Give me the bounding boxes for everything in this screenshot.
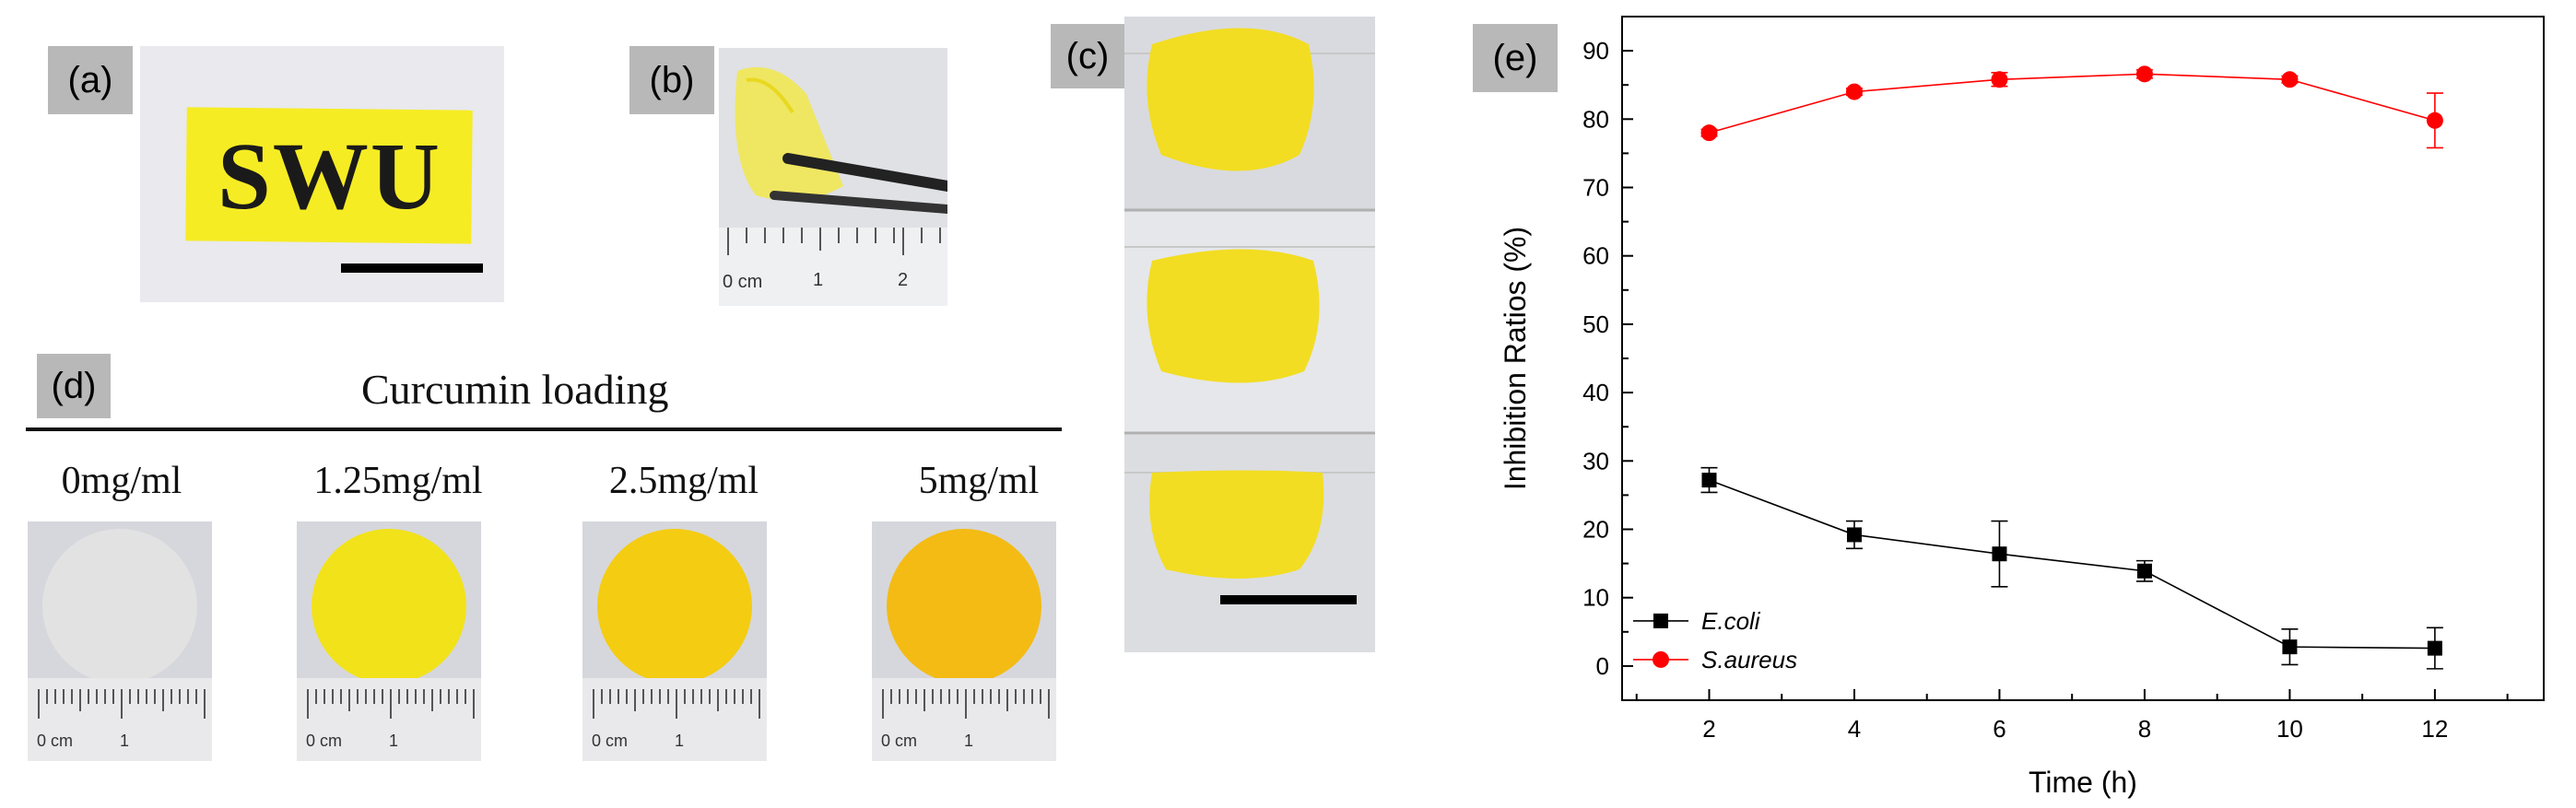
scale-bar-c <box>1220 595 1357 604</box>
ruler-label-0: 0 cm <box>881 732 917 750</box>
sample-photo: 0 cm 1 <box>297 521 481 761</box>
panel-a-label: (a) <box>48 46 133 114</box>
ruler-label-1: 1 <box>813 270 823 290</box>
y-tick-label: 90 <box>1582 37 1609 64</box>
swu-stamp-text: SWU <box>218 123 441 229</box>
y-tick-label: 70 <box>1582 174 1609 202</box>
ruler-label-2: 2 <box>898 270 908 290</box>
sample-conc-label: 0mg/ml <box>61 460 182 502</box>
panel-b-label: (b) <box>629 46 714 114</box>
data-point <box>1701 473 1717 488</box>
ruler-label-0: 0 cm <box>37 732 73 750</box>
sample-conc-label: 2.5mg/ml <box>608 460 759 502</box>
ruler-label-1: 1 <box>675 732 684 750</box>
data-point <box>2281 71 2299 88</box>
panel-c-label: (c) <box>1051 24 1124 88</box>
data-point <box>2426 111 2443 129</box>
data-point <box>2136 563 2152 579</box>
ruler-label-0: 0 cm <box>723 272 762 292</box>
data-point <box>1991 71 2008 88</box>
sample-photo: 0 cm 1 <box>28 521 212 761</box>
data-point <box>2282 639 2298 655</box>
data-point <box>1700 124 1718 142</box>
y-tick-label: 40 <box>1582 379 1609 406</box>
data-point <box>1845 83 1863 100</box>
data-point <box>1846 527 1862 543</box>
y-tick-label: 0 <box>1596 652 1609 680</box>
ruler-label-1: 1 <box>964 732 973 750</box>
panel-b-scene: 0 cm 1 2 <box>719 66 947 306</box>
scale-bar <box>341 263 483 273</box>
panel-a-photo: SWU <box>140 46 504 302</box>
series-line <box>1709 479 2435 650</box>
sample-photo: 0 cm 1 <box>582 521 767 761</box>
inhibition-chart: 0 10 20 30 40 50 60 70 80 90 2 4 6 8 10 12 Time (h) Inhib… <box>1499 16 2545 799</box>
panel-e-label: (e) <box>1473 24 1558 92</box>
data-point <box>2427 640 2442 656</box>
title-underline <box>26 427 1062 431</box>
series-line <box>1709 73 2436 134</box>
ruler-label-0: 0 cm <box>592 732 628 750</box>
y-tick-label: 10 <box>1582 584 1609 612</box>
ruler-label-1: 1 <box>389 732 398 750</box>
x-tick-label: 4 <box>1848 715 1861 743</box>
sample-conc-label: 1.25mg/ml <box>313 460 483 502</box>
legend-marker <box>1653 613 1668 628</box>
x-axis-title: Time (h) <box>2029 766 2137 799</box>
y-tick-label: 60 <box>1582 242 1609 270</box>
x-tick-label: 12 <box>2421 715 2448 743</box>
panel-c-scene <box>1124 17 1375 652</box>
x-tick-label: 6 <box>1993 715 2006 743</box>
y-axis-title: Inhibition Ratios (%) <box>1499 227 1532 490</box>
legend-marker <box>1653 650 1669 668</box>
curcumin-title: Curcumin loading <box>361 366 669 413</box>
panel-b-photo: 0 cm 1 2 <box>719 48 947 306</box>
sample-photo: 0 cm 1 <box>872 521 1056 761</box>
sample-conc-label: 5mg/ml <box>918 460 1040 502</box>
x-tick-label: 2 <box>1702 715 1715 743</box>
y-tick-label: 20 <box>1582 516 1609 544</box>
y-tick-label: 30 <box>1582 447 1609 474</box>
x-tick-label: 8 <box>2138 715 2151 743</box>
legend-label: S.aureus <box>1701 646 1797 673</box>
ruler-label-1: 1 <box>120 732 129 750</box>
ruler-label-0: 0 cm <box>306 732 342 750</box>
x-tick-label: 10 <box>2276 715 2303 743</box>
data-point <box>1992 546 2007 562</box>
legend-label: E.coli <box>1701 607 1761 635</box>
y-tick-label: 50 <box>1582 310 1609 338</box>
panel-d-label: (d) <box>37 354 111 418</box>
data-point <box>2135 65 2153 83</box>
plot-frame <box>1621 16 2545 701</box>
y-tick-label: 80 <box>1582 105 1609 133</box>
panel-c-photo <box>1124 17 1375 652</box>
